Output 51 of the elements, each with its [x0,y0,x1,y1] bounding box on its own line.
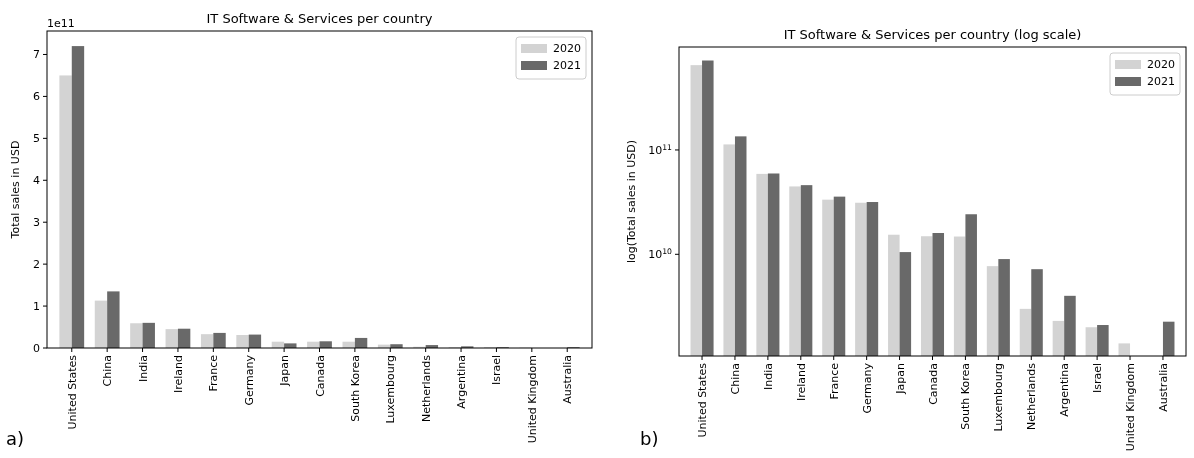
x-tick-label: South Korea [348,355,362,422]
y-tick-label: 0 [33,342,40,355]
y-tick-label: 3 [33,216,40,230]
x-tick-label: France [207,354,221,392]
y-tick-label: 10$^{10}$ [648,246,673,262]
y-tick-label: 4 [33,174,40,188]
x-tick-label: Germany [860,362,874,414]
x-tick-label: India [136,355,150,382]
y-tick-label: 1 [33,300,40,314]
legend-label: 2021 [1147,75,1175,88]
x-tick-label: India [761,363,775,390]
x-tick-label: United Kingdom [525,355,539,444]
y-tick-label: 10$^{11}$ [648,142,673,157]
x-tick-label: Luxembourg [384,355,398,424]
x-tick-label: Canada [313,355,327,397]
x-tick-label: Australia [1156,363,1170,412]
chart-title: IT Software & Services per country [206,11,433,26]
x-tick-label: Japan [893,362,907,395]
x-tick-label: Australia [561,355,575,404]
y-tick-label: 2 [33,258,40,272]
text: a) [6,428,25,449]
x-tick-label: Ireland [171,355,185,394]
x-tick-label: United States [696,362,710,438]
legend-label: 2020 [1147,58,1175,71]
x-tick-label: Israel [1091,363,1105,394]
x-tick-label: Argentina [455,355,469,409]
x-tick-label: China [101,355,115,387]
y-tick-label: 5 [33,132,40,146]
text: b) [640,428,659,449]
x-tick-label: China [728,363,742,395]
x-tick-label: Luxembourg [992,363,1006,432]
x-tick-label: Ireland [794,363,808,402]
y-tick-label: 6 [33,90,40,104]
x-tick-label: South Korea [959,363,973,430]
x-tick-label: United States [65,354,79,430]
legend-label: 2021 [553,59,581,72]
x-tick-label: Netherlands [419,354,433,423]
y-tick-label: 7 [33,48,40,62]
x-tick-label: Germany [242,354,256,406]
x-tick-label: France [827,362,841,400]
x-tick-label: Israel [490,355,504,386]
x-tick-label: Japan [278,354,292,387]
x-tick-label: Argentina [1058,363,1072,417]
x-tick-label: Canada [926,363,940,405]
y-axis-title: Total sales in USD [9,140,22,240]
text: 1e11 [47,17,75,30]
x-tick-label: Netherlands [1025,362,1039,431]
legend-label: 2020 [553,42,581,55]
chart-title: IT Software & Services per country (log scale) [783,27,1082,42]
y-axis-title: log(Total sales in USD) [625,139,638,264]
x-tick-label: United Kingdom [1124,363,1138,452]
